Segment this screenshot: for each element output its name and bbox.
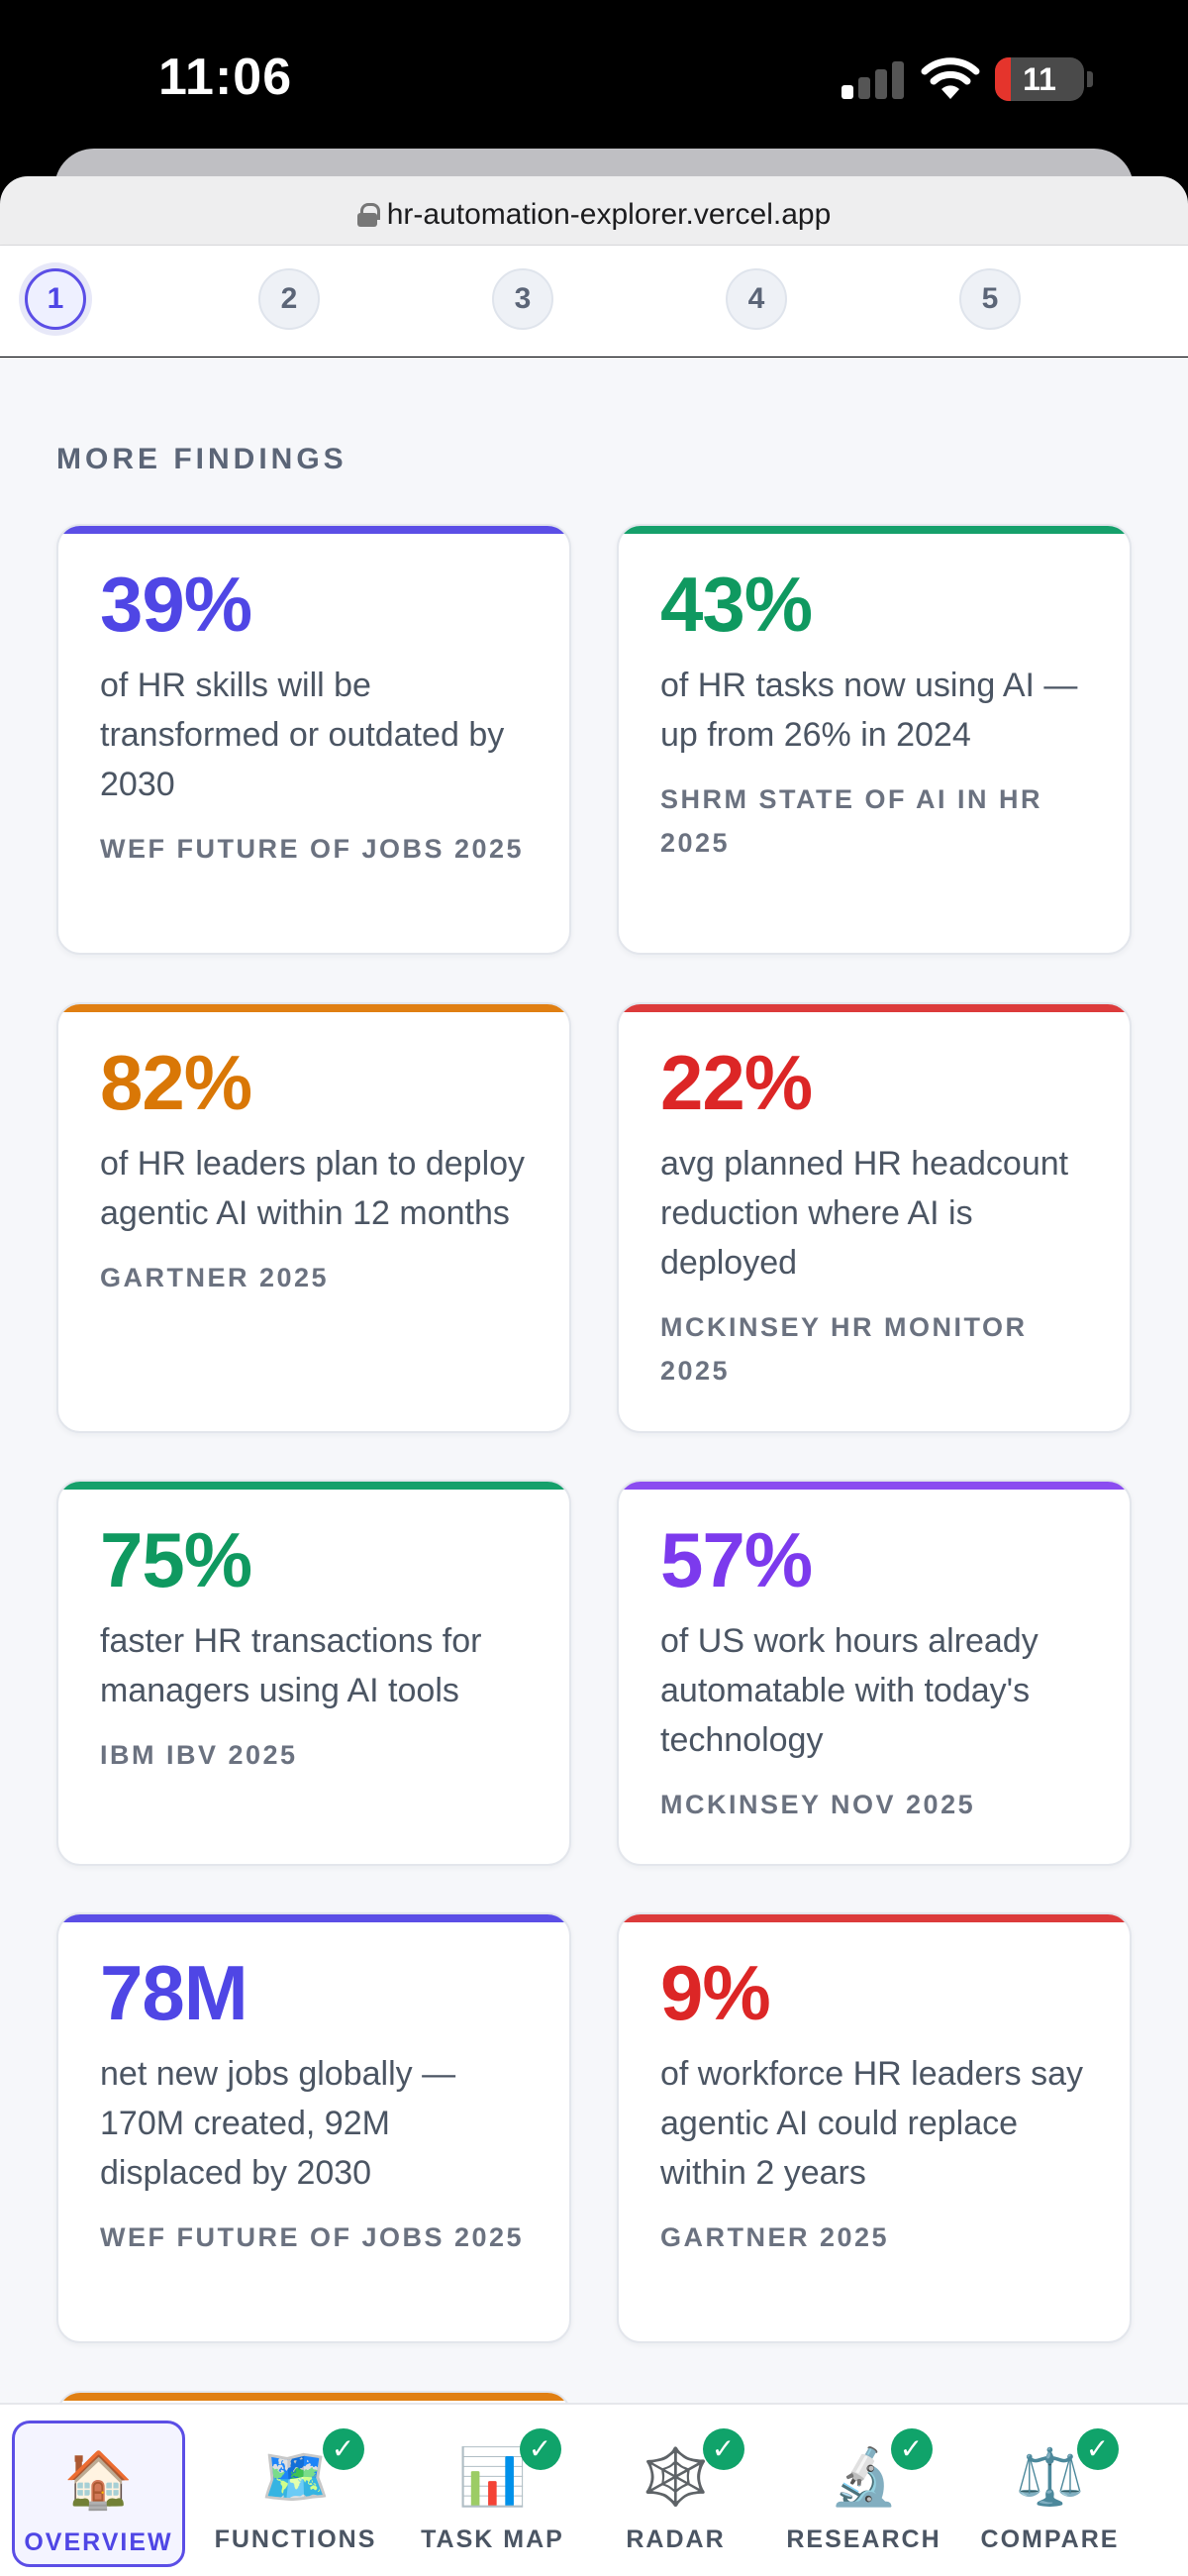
card-source: GARTNER 2025 [660,2222,890,2252]
lock-icon [356,202,380,227]
nav-functions[interactable]: 🗺️ ✓ FUNCTIONS [209,2421,382,2567]
nav-label: RADAR [626,2525,726,2553]
card-stat: 82% [100,1039,252,1126]
card-description: of US work hours already automatable wit… [660,1622,1039,1759]
bottom-nav: 🏠 OVERVIEW 🗺️ ✓ FUNCTIONS 📊 ✓ TASK MAP 🕸️ ✓… [0,2403,1188,2576]
battery-fill [995,57,1011,101]
card-stat: 43% [660,561,813,648]
card-description: net new jobs globally — 170M created, 92… [100,2055,456,2192]
card-source: MCKINSEY HR MONITOR 2025 [660,1312,1028,1386]
status-time: 11:06 [158,49,293,106]
nav-label: OVERVIEW [24,2528,173,2556]
card-description: avg planned HR headcount reduction where… [660,1145,1069,1282]
nav-label: TASK MAP [421,2525,564,2553]
finding-card: 57% of US work hours already automatable… [617,1480,1132,1866]
finding-card: 43% of HR tasks now using AI — up from 2… [617,524,1132,955]
signal-bar [858,77,870,99]
step-1[interactable]: 1 [25,268,86,330]
step-5[interactable]: 5 [959,268,1021,330]
nav-compare[interactable]: ⚖️ ✓ COMPARE [963,2421,1137,2567]
check-icon: ✓ [519,2428,561,2470]
card-stat: 57% [660,1516,813,1603]
check-icon: ✓ [702,2428,744,2470]
url-text[interactable]: hr-automation-explorer.vercel.app [386,197,832,231]
finding-card: 78M net new jobs globally — 170M created… [56,1912,571,2343]
card-description: of HR skills will be transformed or outd… [100,667,505,803]
spider-web-icon: 🕸️ ✓ [641,2428,744,2512]
finding-card: 75% faster HR transactions for managers … [56,1480,571,1866]
card-stat: 22% [660,1039,813,1126]
card-description: faster HR transactions for managers usin… [100,1622,482,1709]
check-icon: ✓ [322,2428,364,2470]
nav-radar[interactable]: 🕸️ ✓ RADAR [589,2421,762,2567]
finding-card: 22% avg planned HR headcount reduction w… [617,1002,1132,1433]
nav-label: COMPARE [980,2525,1120,2553]
nav-overview[interactable]: 🏠 OVERVIEW [12,2421,185,2567]
card-accent-bar [58,2393,569,2401]
card-accent-bar [58,1482,569,1490]
card-source: GARTNER 2025 [100,1263,330,1292]
card-accent-bar [619,1004,1130,1012]
battery-cap [1087,71,1093,87]
check-icon: ✓ [890,2428,933,2470]
card-description: of workforce HR leaders say agentic AI c… [660,2055,1084,2192]
nav-label: RESEARCH [786,2525,941,2553]
bar-chart-icon: 📊 ✓ [457,2428,561,2512]
signal-bar [892,61,904,99]
url-wrap: hr-automation-explorer.vercel.app [356,197,832,232]
house-icon: 🏠 [64,2445,134,2515]
card-accent-bar [58,526,569,534]
step-4[interactable]: 4 [726,268,787,330]
address-bar[interactable]: hr-automation-explorer.vercel.app [0,176,1188,246]
battery-icon: 11 [995,57,1084,101]
finding-card: 82% of HR leaders plan to deploy agentic… [56,1002,571,1433]
card-stat: 9% [660,1949,771,2036]
card-source: SHRM STATE OF AI IN HR 2025 [660,784,1042,858]
card-description: of HR tasks now using AI — up from 26% i… [660,667,1078,754]
card-accent-bar [619,1482,1130,1490]
nav-research[interactable]: 🔬 ✓ RESEARCH [777,2421,950,2567]
check-icon: ✓ [1076,2428,1119,2470]
card-source: IBM IBV 2025 [100,1740,298,1770]
step-2[interactable]: 2 [258,268,320,330]
card-accent-bar [58,1914,569,1922]
step-3[interactable]: 3 [492,268,553,330]
microscope-icon-glyph: 🔬 [829,2445,899,2508]
card-accent-bar [58,1004,569,1012]
map-icon: 🗺️ ✓ [260,2428,364,2512]
finding-card: 9% of workforce HR leaders say agentic A… [617,1912,1132,2343]
card-source: MCKINSEY NOV 2025 [660,1790,976,1819]
main-content: MORE FINDINGS 39% of HR skills will be t… [0,358,1188,2403]
finding-card-partial [56,2391,571,2403]
card-stat: 39% [100,561,252,648]
card-source: WEF FUTURE OF JOBS 2025 [100,2222,525,2252]
card-accent-bar [619,526,1130,534]
wifi-icon [921,57,980,99]
nav-task-map[interactable]: 📊 ✓ TASK MAP [406,2421,579,2567]
card-source: WEF FUTURE OF JOBS 2025 [100,834,525,864]
status-bar: 11:06 11 [0,0,1188,158]
card-description: of HR leaders plan to deploy agentic AI … [100,1145,526,1232]
map-icon-glyph: 🗺️ [260,2445,331,2508]
card-stat: 75% [100,1516,252,1603]
microscope-icon: 🔬 ✓ [829,2428,933,2512]
step-indicator: 1 2 3 4 5 [0,246,1188,357]
signal-bar [842,85,853,99]
nav-label: FUNCTIONS [214,2525,377,2553]
card-accent-bar [619,1914,1130,1922]
scales-icon-glyph: ⚖️ [1015,2445,1085,2508]
signal-bar [875,69,887,99]
scales-icon: ⚖️ ✓ [1015,2428,1119,2512]
card-stat: 78M [100,1949,248,2036]
spider-web-icon-glyph: 🕸️ [641,2445,711,2508]
section-title: MORE FINDINGS [56,443,347,475]
house-icon-glyph: 🏠 [63,2448,134,2511]
cellular-signal-icon [842,59,911,99]
finding-card: 39% of HR skills will be transformed or … [56,524,571,955]
battery-level: 11 [1023,61,1056,97]
bar-chart-icon-glyph: 📊 [457,2445,528,2508]
